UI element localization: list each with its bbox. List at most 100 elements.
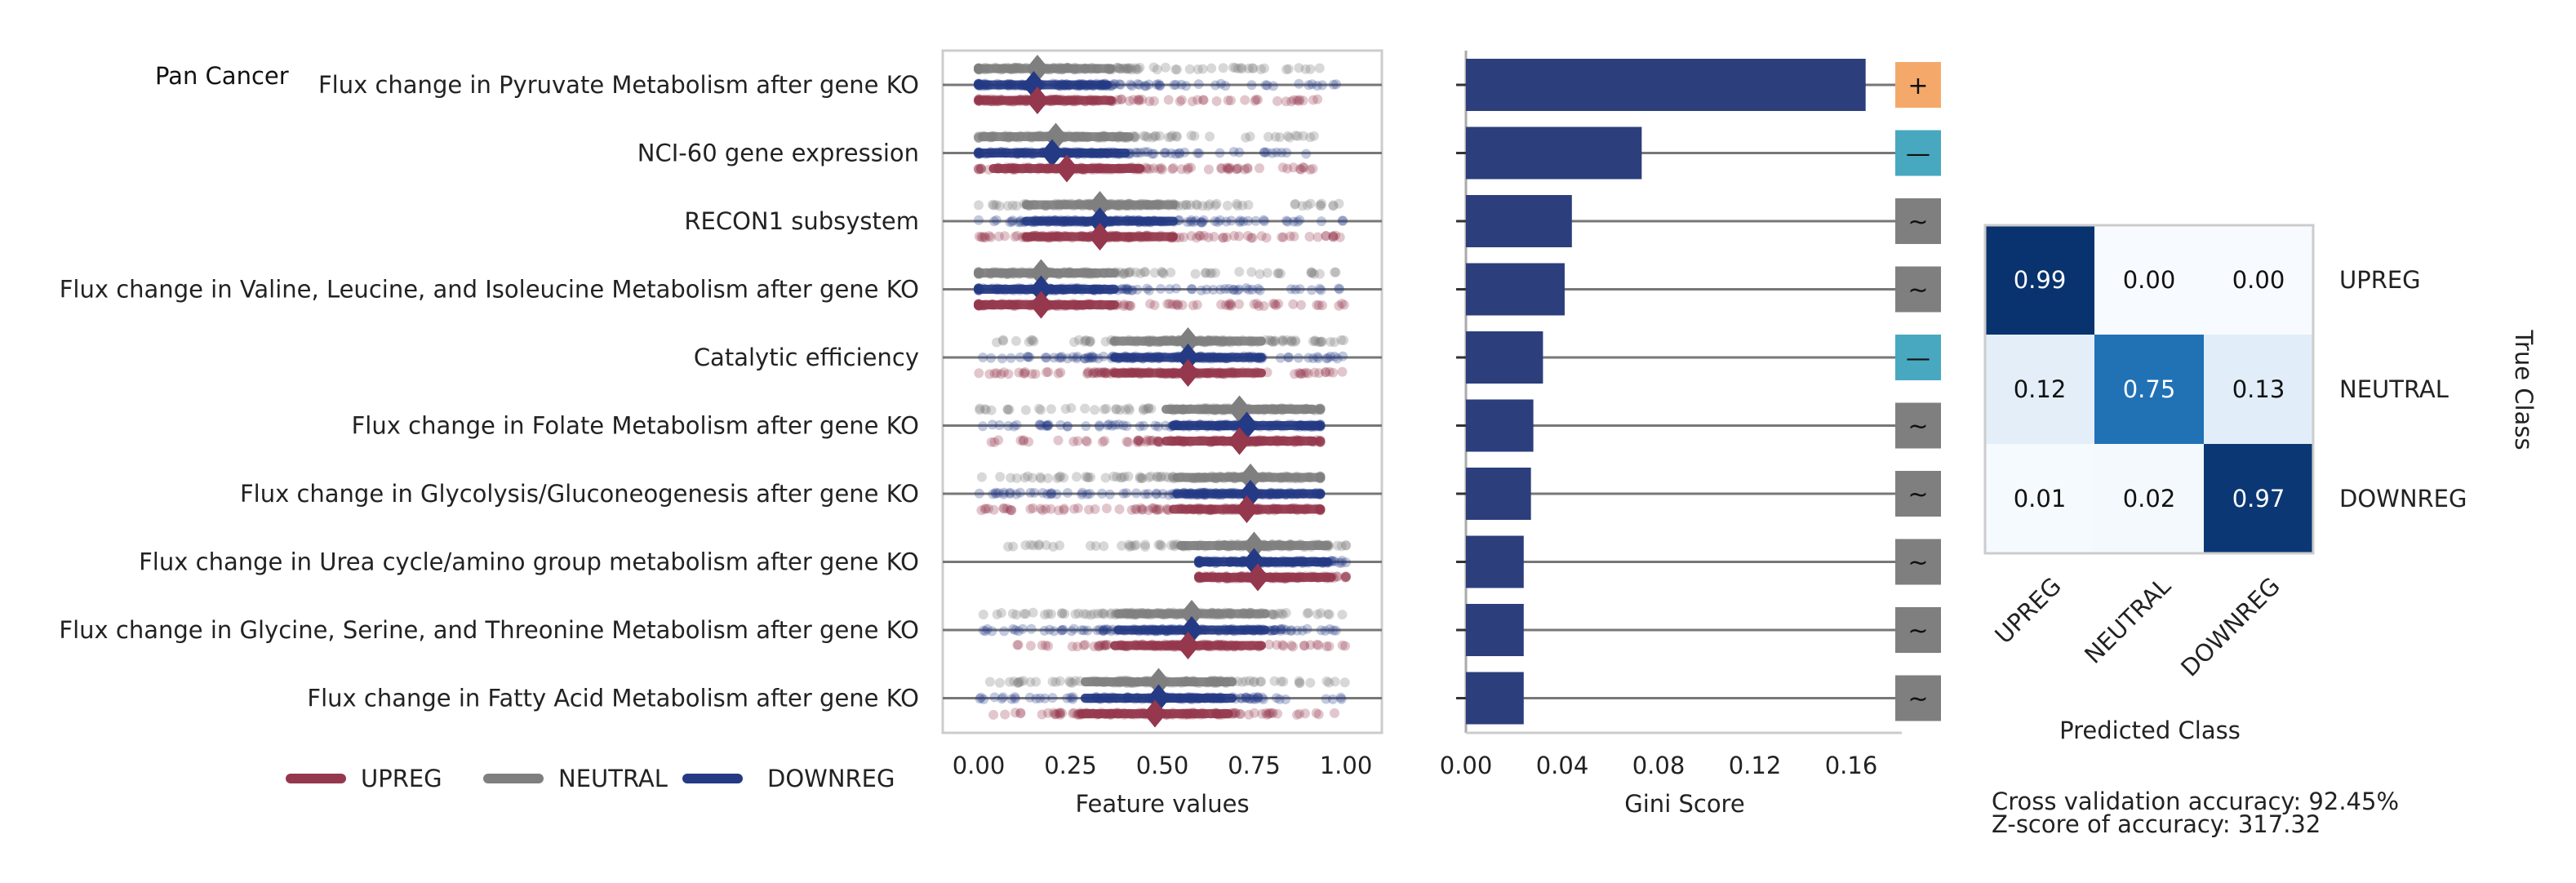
confusion-cell bbox=[1985, 444, 2094, 553]
gini-bar bbox=[1466, 399, 1534, 452]
strip-mean-marker bbox=[1088, 207, 1112, 235]
strip-plot-frame bbox=[941, 49, 1383, 734]
feature-strip-plot: 0.00 0.25 0.50 0.75 1.00 Feature values bbox=[941, 49, 1383, 818]
confusion-col-label: NEUTRAL bbox=[2079, 572, 2176, 669]
confusion-cell-value: 0.01 bbox=[2014, 485, 2067, 512]
feature-labels: Flux change in Pyruvate Metabolism after… bbox=[59, 71, 919, 712]
confusion-cell bbox=[2204, 335, 2313, 444]
gini-xtick-label: 0.04 bbox=[1536, 752, 1589, 779]
gini-xtick-label: 0.12 bbox=[1729, 752, 1782, 779]
confusion-ylabel: True Class bbox=[2510, 329, 2538, 450]
feature-label: Flux change in Folate Metabolism after g… bbox=[352, 412, 919, 440]
confusion-row-label: UPREG bbox=[2339, 266, 2421, 294]
confusion-cell-value: 0.13 bbox=[2232, 375, 2285, 403]
gini-sign-label: ~ bbox=[1908, 481, 1928, 509]
confusion-cell-value: 0.02 bbox=[2123, 485, 2176, 512]
gini-sign-label: ~ bbox=[1908, 413, 1928, 442]
confusion-cell-value: 0.97 bbox=[2232, 485, 2285, 512]
gini-sign-box bbox=[1895, 539, 1941, 585]
strip-mean-marker bbox=[1088, 223, 1112, 251]
feature-label: Flux change in Urea cycle/amino group me… bbox=[139, 548, 919, 576]
legend-label: DOWNREG bbox=[767, 765, 895, 792]
gini-sign-box bbox=[1895, 402, 1941, 449]
confusion-cell bbox=[2094, 335, 2204, 444]
confusion-frame bbox=[1983, 224, 2315, 555]
strip-mean-marker bbox=[1029, 291, 1053, 319]
strip-mean-marker bbox=[1029, 275, 1053, 304]
strip-xtick-label: 0.50 bbox=[1136, 752, 1189, 779]
feature-label: Catalytic efficiency bbox=[694, 344, 919, 371]
confusion-cell bbox=[1985, 335, 2094, 444]
strip-mean-marker bbox=[1144, 699, 1166, 728]
gini-bar-chart: + — ~ ~ — ~ ~ ~ ~ ~0.00 0.04 0.08 0.12 0.16 Gini Scor… bbox=[1440, 51, 1941, 818]
gini-xtick-label: 0.00 bbox=[1440, 752, 1493, 779]
feature-label: NCI-60 gene expression bbox=[637, 140, 919, 167]
feature-label: Flux change in Glycine, Serine, and Thre… bbox=[59, 616, 919, 644]
gini-xtick-label: 0.08 bbox=[1632, 752, 1686, 779]
confusion-matrix: 0.99 0.00 0.00 0.12 0.75 0.13 0.01 0.02 0.97 UPRE… bbox=[1983, 224, 2538, 744]
strip-mean-marker bbox=[1235, 495, 1259, 523]
confusion-cell bbox=[1985, 225, 2094, 335]
confusion-col-label: UPREG bbox=[1989, 572, 2067, 650]
gini-bar bbox=[1466, 195, 1572, 247]
confusion-col-label: DOWNREG bbox=[2175, 572, 2285, 682]
confusion-cell bbox=[2204, 225, 2313, 335]
gini-sign-box bbox=[1895, 266, 1941, 313]
strip-mean-marker bbox=[1088, 191, 1112, 219]
legend-label: NEUTRAL bbox=[558, 765, 668, 792]
strip-mean-marker bbox=[1239, 464, 1262, 491]
strip-mean-marker bbox=[1041, 139, 1064, 167]
legend-label: UPREG bbox=[361, 765, 442, 792]
feature-label: Flux change in Valine, Leucine, and Isol… bbox=[60, 276, 919, 304]
gini-bar bbox=[1466, 535, 1524, 588]
strip-xtick-label: 1.00 bbox=[1320, 752, 1373, 779]
gini-sign-label: ~ bbox=[1908, 277, 1928, 305]
confusion-xlabel: Predicted Class bbox=[2059, 717, 2241, 744]
strip-mean-marker bbox=[1246, 563, 1269, 592]
strip-mean-marker bbox=[1176, 344, 1200, 371]
strip-xtick-label: 0.75 bbox=[1228, 752, 1281, 779]
gini-sign-label: — bbox=[1906, 140, 1930, 169]
strip-mean-marker bbox=[1147, 668, 1170, 696]
confusion-cell-value: 0.75 bbox=[2123, 375, 2176, 403]
gini-xlabel: Gini Score bbox=[1624, 790, 1744, 818]
feature-label: Flux change in Pyruvate Metabolism after… bbox=[318, 71, 919, 99]
strip-mean-marker bbox=[1228, 427, 1251, 455]
confusion-cell-value: 0.00 bbox=[2123, 266, 2176, 294]
strip-mean-marker bbox=[1180, 600, 1203, 628]
strip-mean-marker bbox=[1029, 259, 1053, 287]
gini-sign-box bbox=[1895, 62, 1941, 108]
gini-sign-label: — bbox=[1906, 344, 1930, 373]
confusion-cell bbox=[2204, 444, 2313, 553]
gini-xtick-label: 0.16 bbox=[1825, 752, 1878, 779]
confusion-cell-value: 0.99 bbox=[2014, 266, 2067, 294]
legend: UPREG NEUTRAL DOWNREG bbox=[286, 765, 895, 792]
gini-bar bbox=[1466, 604, 1524, 656]
gini-sign-label: ~ bbox=[1908, 617, 1928, 646]
gini-bar bbox=[1466, 263, 1565, 316]
confusion-cell-value: 0.00 bbox=[2232, 266, 2285, 294]
gini-sign-box bbox=[1895, 198, 1941, 244]
strip-plot-xlabel: Feature values bbox=[1075, 790, 1249, 818]
gini-bar bbox=[1466, 331, 1543, 384]
gini-bar bbox=[1466, 59, 1866, 111]
confusion-cell bbox=[2094, 225, 2204, 335]
gini-sign-box bbox=[1895, 130, 1941, 176]
gini-sign-box bbox=[1895, 675, 1941, 721]
gini-sign-label: ~ bbox=[1908, 208, 1928, 237]
confusion-cell bbox=[2094, 444, 2204, 553]
confusion-cell-value: 0.12 bbox=[2014, 375, 2067, 403]
feature-label: RECON1 subsystem bbox=[684, 207, 919, 235]
strip-mean-marker bbox=[1242, 531, 1266, 560]
confusion-row-label: DOWNREG bbox=[2339, 485, 2467, 512]
gini-sign-label: ~ bbox=[1908, 549, 1928, 578]
confusion-row-label: NEUTRAL bbox=[2339, 375, 2449, 403]
strip-mean-marker bbox=[1055, 154, 1078, 183]
gini-bar bbox=[1466, 672, 1524, 725]
panel-title: Pan Cancer bbox=[155, 62, 289, 90]
gini-sign-box bbox=[1895, 471, 1941, 517]
gini-bar bbox=[1466, 126, 1642, 180]
strip-mean-marker bbox=[1026, 87, 1049, 114]
cv-accuracy-text: Cross validation accuracy: 92.45% bbox=[1992, 788, 2400, 815]
strip-xtick-label: 0.25 bbox=[1044, 752, 1097, 779]
